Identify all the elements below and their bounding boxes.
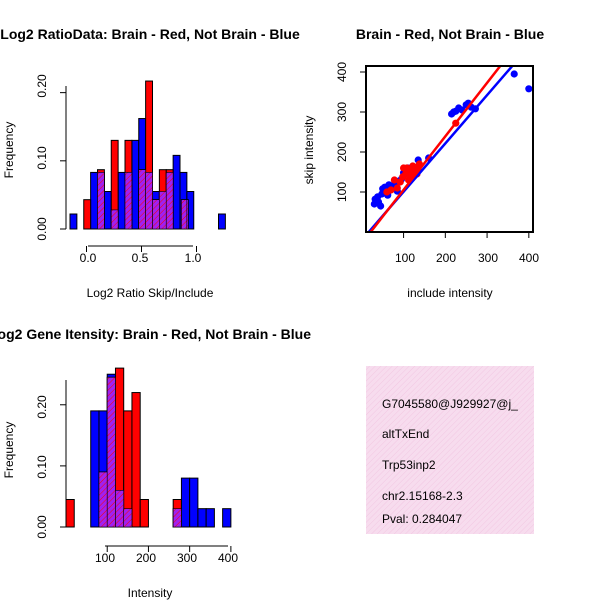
intensity-hist-tick-x-0: 100 [95, 551, 115, 565]
scatter-tick-x-1: 200 [436, 251, 456, 265]
ratio-hist-not-brain-bar-7 [131, 139, 140, 230]
ratio-hist-overlap-bar-5 [152, 199, 160, 230]
intensity-hist-not-brain-bar-0 [90, 410, 100, 528]
intensity-scatter-panel: Brain - Red, Not Brain - Blue 100 200 30… [302, 26, 544, 300]
ratio-hist-not-brain-bar-1 [90, 171, 98, 230]
scatter-brain-point-3 [393, 184, 401, 192]
ratio-hist-tick-y-1: 0.10 [35, 146, 49, 170]
scatter-tick-x-3: 400 [519, 251, 539, 265]
intensity-hist-not-brain-bar-7 [189, 477, 199, 528]
intensity-hist-not-brain-bar-10 [222, 508, 232, 528]
intensity-hist-not-brain-bar-6 [180, 477, 191, 528]
ratio-hist-overlap-bar-9 [186, 199, 189, 230]
intensity-hist-not-brain-bar-9 [205, 508, 215, 528]
ratio-hist-not-brain-bar-16 [218, 213, 226, 230]
scatter-not-brain-point-33 [525, 85, 533, 93]
ratio-hist-ylabel: Frequency [2, 122, 16, 179]
intensity-hist-brain-bar-6 [139, 499, 149, 528]
ratio-hist-overlap-bar-4 [145, 172, 153, 230]
ratio-hist-not-brain-bar-3 [103, 191, 112, 230]
ratio-hist-xlabel: Log2 Ratio Skip/Include [87, 286, 214, 300]
ratio-hist-overlap-bar-8 [181, 199, 188, 230]
event-id-text: G7045580@J929927@j_ [382, 397, 518, 411]
scatter-plot-box [365, 65, 534, 233]
scatter-tick-x-0: 100 [395, 251, 415, 265]
intensity-hist-tick-y-1: 0.10 [35, 455, 49, 479]
intensity-hist-tick-x-2: 300 [177, 551, 197, 565]
intensity-histogram-panel: Log2 Gene Itensity: Brain - Red, Not Bra… [0, 326, 311, 600]
scatter-tick-y-0: 100 [335, 182, 349, 202]
scatter-xlabel: include intensity [407, 286, 492, 300]
intensity-hist-overlap-bar-0 [98, 471, 108, 528]
ratio-hist-overlap-bar-3 [138, 169, 146, 230]
ratio-hist-tick-y-0: 0.00 [35, 217, 49, 241]
intensity-hist-brain-bar-5 [131, 392, 141, 528]
ratio-hist-ticks [60, 92, 197, 252]
intensity-hist-brain-bar-0 [65, 499, 75, 528]
event-info-background [366, 366, 534, 534]
intensity-hist-overlap-bar-1 [106, 376, 116, 528]
ratio-histogram-panel: Log2 RatioData: Brain - Red, Not Brain -… [0, 26, 300, 300]
ratio-hist-tick-x-0: 0.0 [80, 251, 97, 265]
scatter-brain-point-1 [387, 186, 395, 194]
ratio-hist-title: Log2 RatioData: Brain - Red, Not Brain -… [0, 26, 300, 42]
ratio-hist-overlap-bar-2 [124, 172, 133, 230]
ratio-hist-overlap-bar-6 [159, 191, 167, 230]
intensity-hist-xlabel: Intensity [128, 586, 173, 600]
intensity-hist-overlap-bar-2 [115, 490, 125, 528]
scatter-tick-y-3: 400 [335, 62, 349, 82]
ratio-hist-tick-x-2: 1.0 [185, 251, 202, 265]
intensity-hist-tick-y-0: 0.00 [35, 515, 49, 539]
intensity-hist-bars [65, 367, 232, 528]
ratio-hist-tick-x-1: 0.5 [132, 251, 149, 265]
ratio-hist-not-brain-bar-13 [172, 154, 181, 230]
gene-symbol-text: Trp53inp2 [382, 458, 436, 472]
scatter-tick-x-2: 300 [478, 251, 498, 265]
scatter-not-brain-point-4 [377, 202, 385, 210]
scatter-ticks [360, 71, 530, 238]
ratio-hist-overlap-bar-0 [97, 172, 105, 230]
intensity-hist-ticks [60, 404, 232, 552]
intensity-hist-overlap-bar-3 [123, 508, 133, 528]
ratio-hist-overlap-bar-1 [110, 209, 119, 230]
intensity-hist-tick-x-1: 200 [136, 551, 156, 565]
ratio-hist-not-brain-bar-5 [117, 171, 126, 230]
scatter-not-brain-point-32 [510, 70, 518, 78]
chromosome-coords-text: chr2.15168-2.3 [382, 489, 463, 503]
ratio-hist-brain-bar-0 [83, 199, 92, 230]
intensity-hist-title: Log2 Gene Itensity: Brain - Red, Not Bra… [0, 326, 311, 342]
event-type-text: altTxEnd [382, 427, 429, 441]
scatter-brain-fit-line [369, 66, 502, 232]
intensity-hist-overlap-bar-4 [172, 508, 182, 528]
scatter-brain-point-2 [390, 176, 398, 184]
intensity-hist-not-brain-bar-8 [197, 508, 207, 528]
ratio-hist-tick-y-2: 0.20 [35, 74, 49, 98]
scatter-ylabel: skip intensity [302, 116, 316, 185]
ratio-hist-not-brain-bar-0 [69, 213, 78, 230]
scatter-tick-y-2: 300 [335, 102, 349, 122]
intensity-hist-tick-x-3: 400 [218, 551, 238, 565]
ratio-hist-bars [69, 80, 226, 230]
scatter-tick-y-1: 200 [335, 142, 349, 162]
event-info-panel: G7045580@J929927@j_ altTxEnd Trp53inp2 c… [366, 366, 534, 534]
intensity-hist-tick-y-2: 0.20 [35, 395, 49, 419]
intensity-hist-ylabel: Frequency [2, 422, 16, 479]
pval-text: Pval: 0.284047 [382, 512, 462, 526]
ratio-hist-overlap-bar-7 [165, 172, 174, 230]
scatter-marks [367, 66, 533, 232]
scatter-title: Brain - Red, Not Brain - Blue [356, 26, 544, 42]
